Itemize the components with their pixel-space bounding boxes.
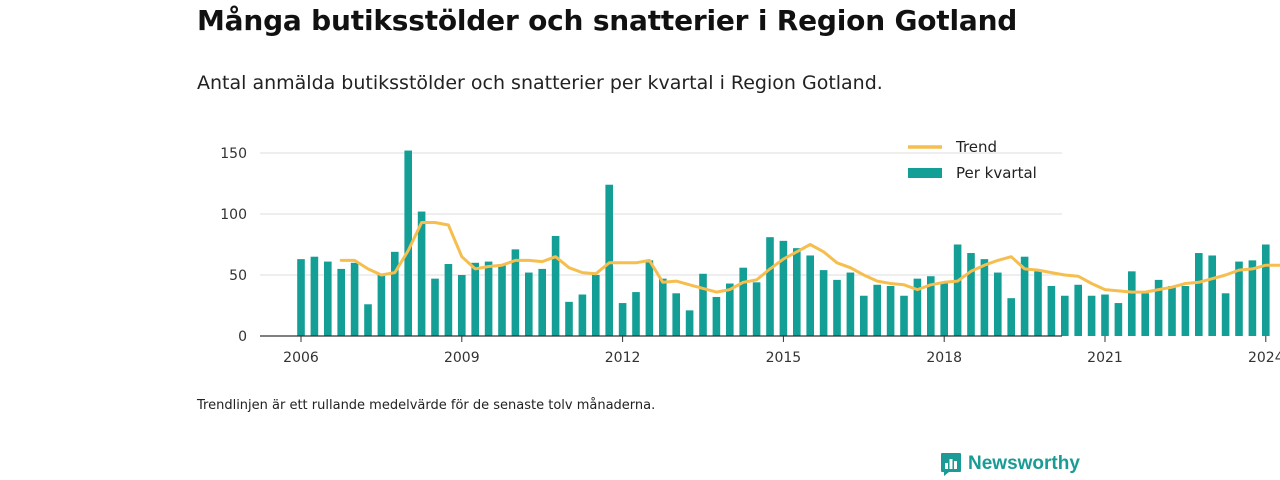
bar (873, 284, 881, 336)
bar (712, 296, 721, 336)
y-tick-label: 100 (220, 207, 247, 223)
bar (953, 244, 962, 336)
bar (645, 260, 654, 336)
bar (927, 276, 935, 336)
bar (1007, 298, 1015, 336)
bar (1128, 271, 1136, 336)
bar (551, 235, 560, 336)
bar (565, 301, 573, 336)
bar (967, 253, 975, 336)
bar (377, 275, 386, 336)
bar (1020, 256, 1029, 336)
y-tick-label: 0 (238, 329, 247, 345)
bar (391, 251, 399, 336)
bar (833, 279, 841, 336)
bar (498, 264, 506, 336)
bar (913, 278, 922, 336)
bar (846, 272, 855, 336)
bar (444, 264, 453, 336)
newsworthy-logo-icon (941, 453, 961, 476)
bar (1262, 244, 1270, 336)
bar (766, 237, 774, 336)
chart-subtitle: Antal anmälda butiksstölder och snatteri… (197, 72, 883, 94)
bar (1034, 271, 1042, 336)
bar (1154, 279, 1163, 336)
brand-name: Newsworthy (968, 453, 1080, 474)
x-tick-label: 2018 (926, 350, 962, 366)
x-tick-label: 2006 (283, 350, 319, 366)
bar (659, 278, 667, 336)
bar (860, 295, 868, 336)
bar (1221, 293, 1230, 336)
legend-bar-label: Per kvartal (956, 164, 1037, 182)
bar (1061, 295, 1069, 336)
bar (900, 295, 908, 336)
bar (578, 294, 587, 336)
bar (632, 292, 640, 336)
bar (1047, 285, 1056, 336)
legend-bar-swatch (908, 168, 942, 178)
bar (672, 293, 680, 336)
bar (350, 262, 359, 336)
bar (752, 282, 761, 336)
bar (484, 261, 493, 336)
x-tick-label: 2024 (1248, 350, 1280, 366)
x-tick-label: 2015 (766, 350, 802, 366)
bar (1114, 303, 1123, 336)
y-tick-label: 50 (229, 268, 247, 284)
bar (364, 304, 372, 336)
bar (994, 272, 1002, 336)
bar (458, 275, 466, 336)
bar (685, 310, 694, 336)
bar (525, 272, 533, 336)
chart-footnote: Trendlinjen är ett rullande medelvärde f… (197, 398, 656, 413)
bar (511, 249, 520, 336)
bar (1195, 253, 1203, 336)
bar (779, 240, 788, 336)
bar (337, 268, 345, 336)
bar (431, 278, 439, 336)
bar (1141, 293, 1149, 336)
bar (940, 282, 948, 336)
x-tick-label: 2021 (1087, 350, 1123, 366)
bar (1181, 285, 1190, 336)
x-tick-label: 2009 (444, 350, 480, 366)
bar (310, 256, 319, 336)
bar (1235, 261, 1243, 336)
bar (886, 285, 895, 336)
bar (1168, 285, 1176, 336)
bar (739, 267, 747, 336)
bar (1208, 255, 1216, 336)
bar (404, 150, 412, 336)
brand-logo: Newsworthy (940, 450, 1080, 478)
bar (618, 303, 627, 336)
bar (699, 273, 707, 336)
chart-title: Många butiksstölder och snatterier i Reg… (197, 4, 1018, 37)
bar (1087, 295, 1096, 336)
bar (605, 184, 613, 336)
bar (819, 270, 828, 336)
bar (1248, 260, 1257, 336)
x-tick-label: 2012 (605, 350, 641, 366)
legend-trend-label: Trend (955, 138, 997, 156)
y-tick-label: 150 (220, 146, 247, 162)
bar (417, 211, 426, 336)
bar (538, 268, 546, 336)
bar (324, 261, 332, 336)
bar (471, 262, 479, 336)
bar (980, 259, 989, 336)
bar (592, 275, 600, 336)
bar (1074, 284, 1082, 336)
bar (806, 255, 814, 336)
bar (793, 248, 801, 336)
bar (726, 283, 734, 336)
trend-line (339, 221, 1280, 294)
bar (1101, 294, 1109, 336)
bar (297, 259, 305, 336)
